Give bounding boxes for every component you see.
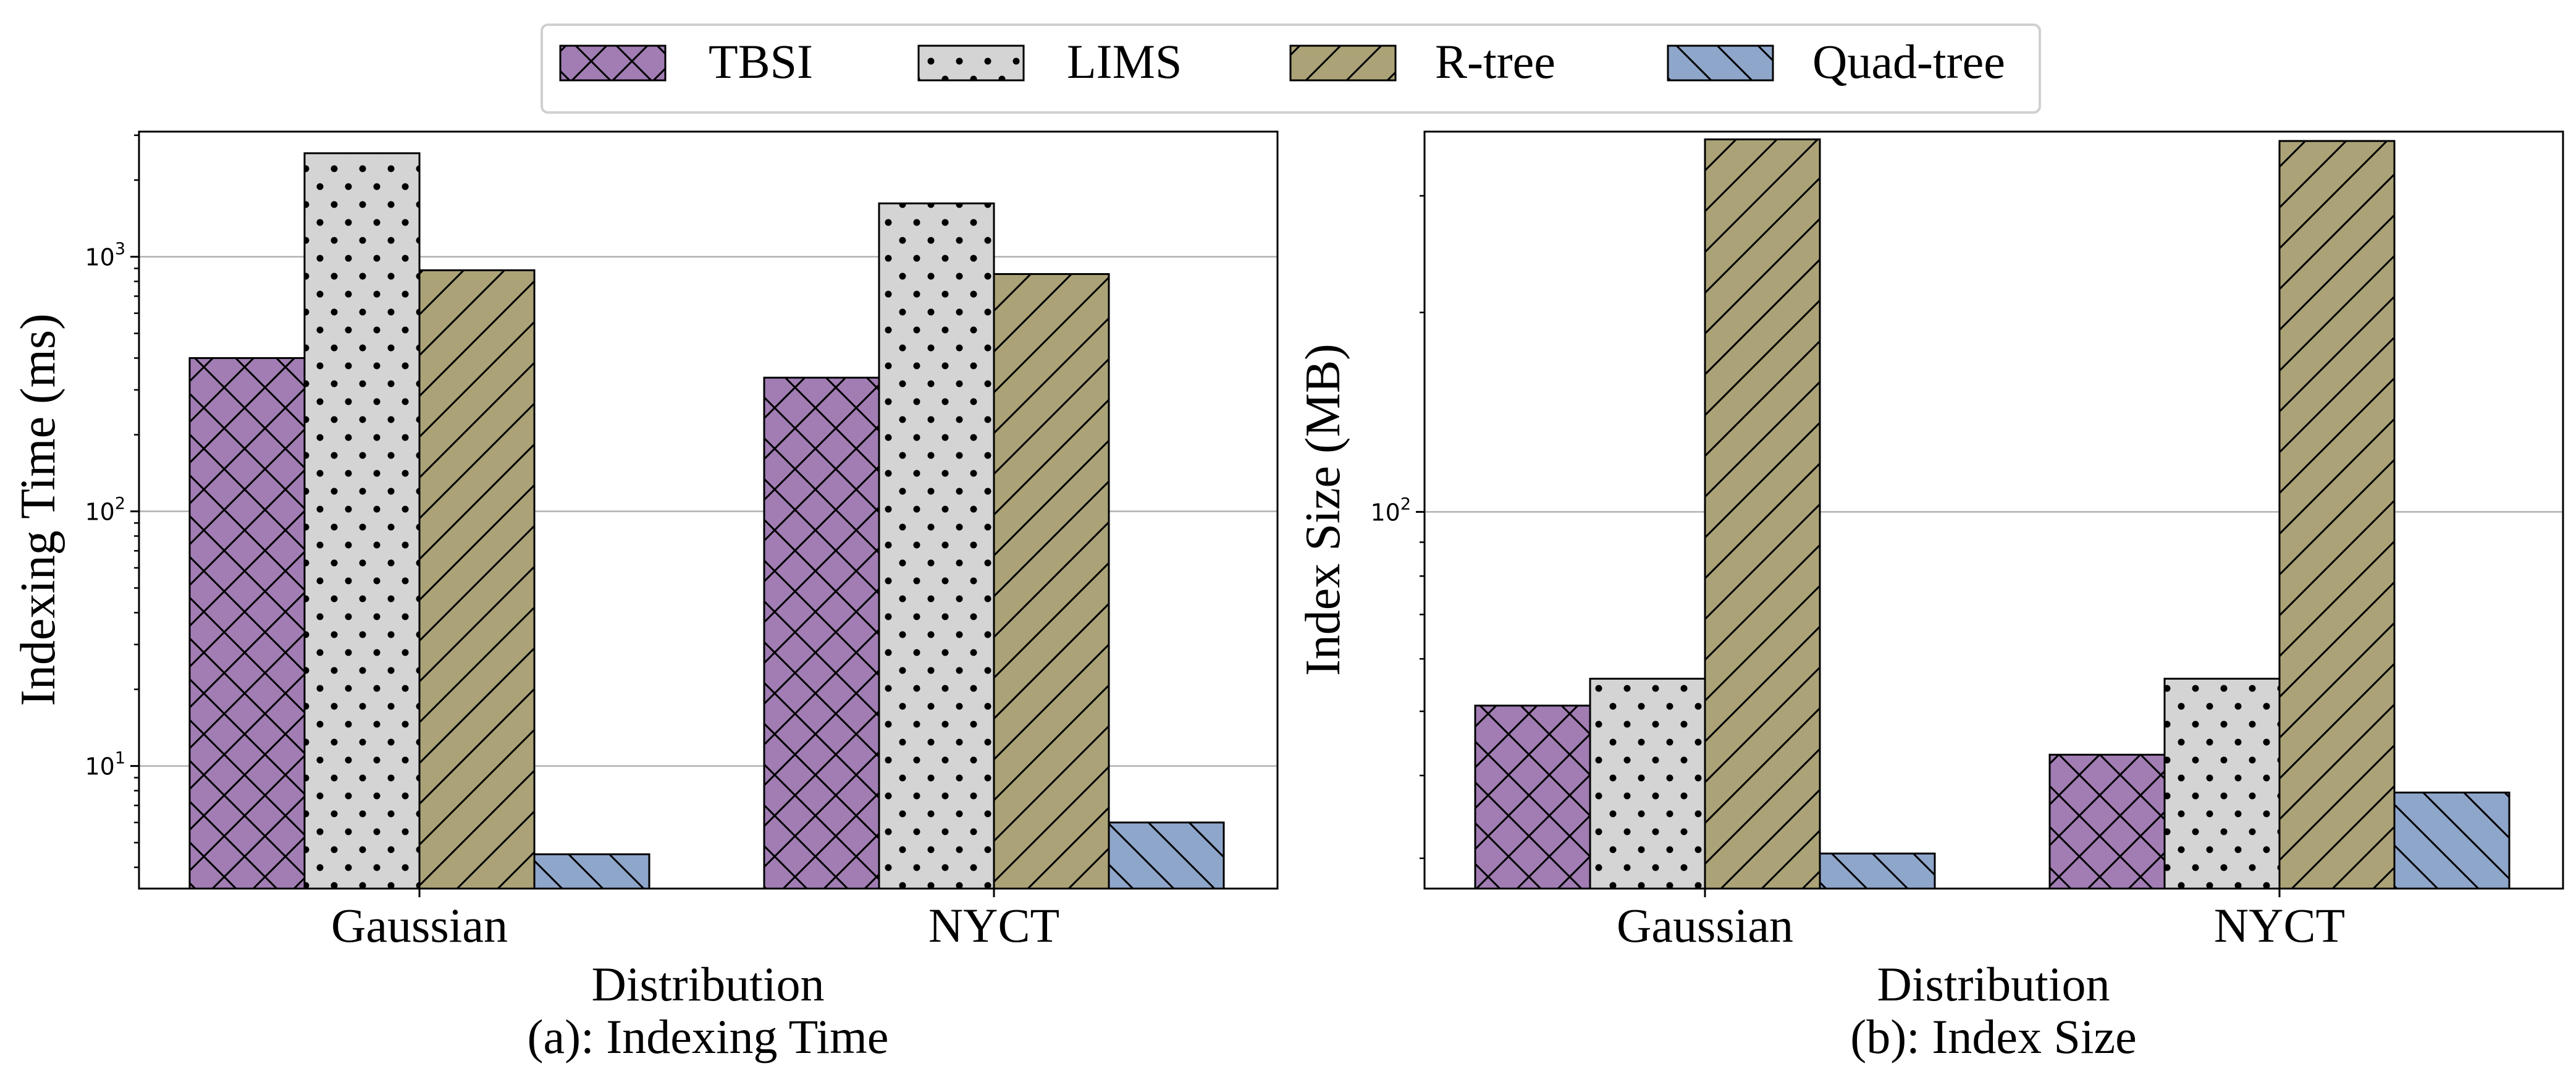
index-size-caption: (b): Index Size (1850, 1010, 2137, 1063)
x-tick-label-gaussian: Gaussian (1617, 898, 1793, 952)
index-size-bar-tbsi-gaussian-hatch (1474, 704, 1591, 890)
legend: TBSI LIMS R-tree Quad-tree (541, 23, 2041, 114)
indexing-time-bar-tbsi-gaussian-hatch (188, 357, 306, 890)
index-size-plot-frame (1423, 130, 2564, 890)
indexing-time-caption: (a): Indexing Time (528, 1010, 889, 1063)
indexing-time-x-axis-label: Distribution (591, 957, 824, 1011)
indexing-time-bar-r-tree-nyct-hatch (993, 273, 1110, 890)
indexing-time-bar-quad-tree-gaussian-hatch (533, 853, 650, 890)
x-tick-label-nyct: NYCT (928, 898, 1059, 952)
legend-entry-quadtree: Quad-tree (1667, 35, 2005, 88)
index-size-x-axis-label: Distribution (1877, 957, 2110, 1011)
y-tick-label: 101 (85, 749, 125, 780)
indexing-time-plot-frame (138, 130, 1279, 890)
legend-entry-lims: LIMS (917, 35, 1182, 88)
indexing-time-bar-r-tree-gaussian-hatch (418, 269, 536, 890)
legend-hatch-quadtree (1667, 44, 1774, 82)
indexing-time-bar-tbsi-nyct-hatch (763, 376, 880, 890)
index-size-bar-quad-tree-gaussian-hatch (1819, 852, 1936, 890)
y-tick-label: 103 (85, 239, 125, 271)
legend-hatch-lims (917, 44, 1025, 82)
y-tick-label: 102 (85, 494, 125, 526)
index-size-bars (1474, 138, 2511, 890)
index-size-y-ticks: 102 (1370, 195, 1425, 860)
indexing-time-bar-lims-nyct-hatch (878, 202, 995, 890)
legend-label-rtree: R-tree (1435, 35, 1555, 88)
indexing-time-bars (188, 152, 1225, 890)
indexing-time-bar-quad-tree-nyct-hatch (1108, 821, 1225, 890)
index-size-bar-lims-gaussian-hatch (1589, 677, 1706, 890)
index-size-bar-tbsi-nyct-hatch (2048, 753, 2166, 890)
index-size-bar-quad-tree-nyct-hatch (2393, 792, 2511, 890)
index-size-bar-lims-nyct-hatch (2163, 677, 2281, 890)
indexing-time-x-ticks: Gaussian NYCT (331, 889, 1059, 952)
indexing-time-y-ticks: 101 102 103 (85, 134, 139, 868)
indexing-time-bar-lims-gaussian-hatch (303, 152, 421, 890)
y-tick-label: 102 (1370, 494, 1411, 526)
indexing-time-y-axis-label: Indexing Time (ms) (11, 313, 65, 706)
indexing-time-chart: 101 102 103 Gaussian NYCT Indexing Time (ms… (11, 130, 1279, 1063)
index-size-chart: 102 Gaussian NYCT Index Size (MB) Distrib… (1296, 130, 2564, 1063)
x-tick-label-gaussian: Gaussian (331, 898, 508, 952)
legend-entry-tbsi: TBSI (559, 35, 813, 88)
legend-label-lims: LIMS (1067, 35, 1182, 88)
legend-hatch-tbsi (559, 44, 667, 82)
legend-label-tbsi: TBSI (709, 35, 813, 88)
legend-label-quadtree: Quad-tree (1812, 35, 2005, 88)
index-size-y-axis-label: Index Size (MB) (1296, 344, 1350, 676)
legend-entry-rtree: R-tree (1289, 35, 1555, 88)
index-size-x-ticks: Gaussian NYCT (1617, 889, 2345, 952)
index-size-bar-r-tree-gaussian-hatch (1704, 138, 1821, 890)
index-size-bar-r-tree-nyct-hatch (2278, 140, 2396, 890)
legend-hatch-rtree (1289, 44, 1397, 82)
x-tick-label-nyct: NYCT (2214, 898, 2345, 952)
